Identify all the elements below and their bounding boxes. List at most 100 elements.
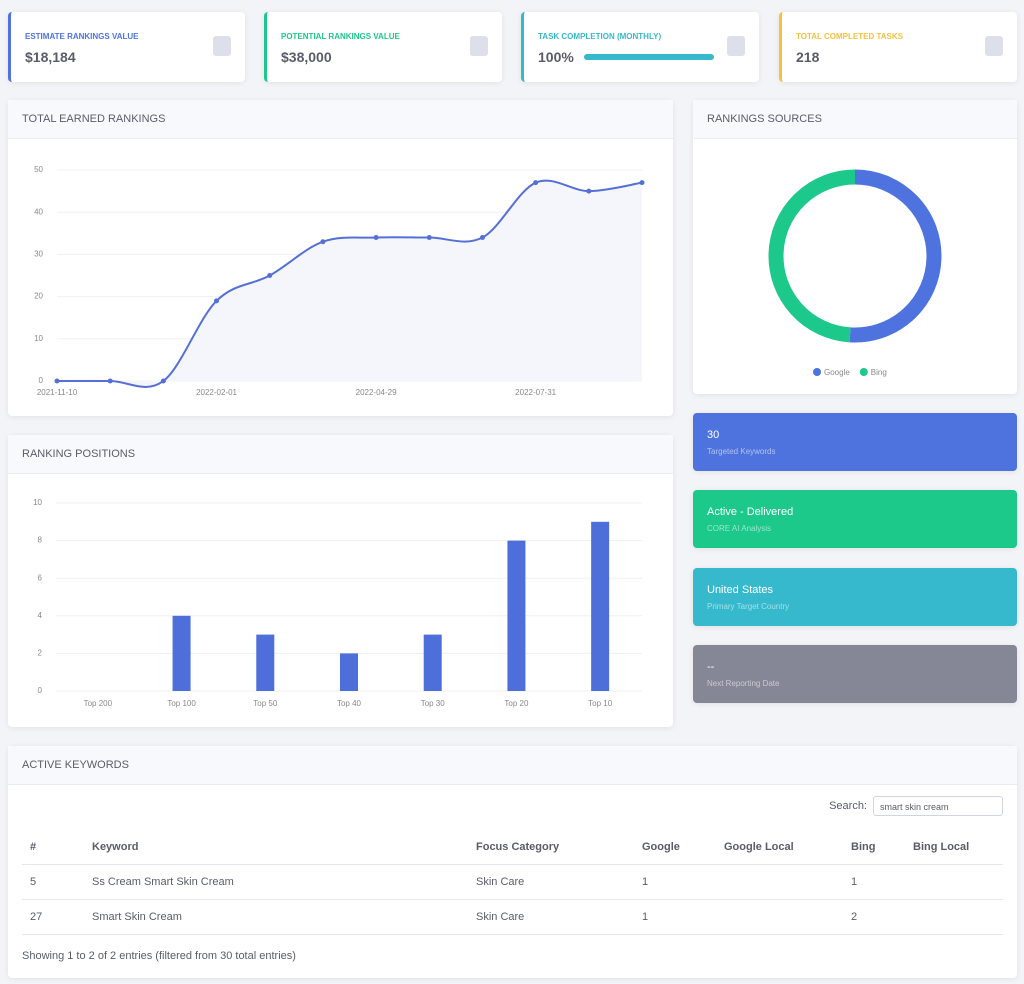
- info-card: Active - Delivered CORE AI Analysis: [693, 490, 1017, 548]
- bar-chart: 0 2 4 6 8 10 Top 200 Top 100 Top 50 Top 40 Top 30 T…: [33, 498, 642, 708]
- x-tick-label: Top 200: [84, 699, 113, 708]
- line-point: [639, 180, 645, 186]
- stat-icon: [985, 36, 1003, 56]
- search: Search: smart skin cream: [829, 796, 1003, 816]
- bar: [256, 634, 275, 691]
- table-cell: [716, 864, 843, 900]
- stat-value: $38,000: [281, 49, 332, 65]
- line-point: [320, 239, 326, 245]
- table-cell: [716, 899, 843, 935]
- bar: [507, 540, 526, 691]
- legend-label: Bing: [871, 368, 887, 377]
- legend-label: Google: [824, 368, 850, 377]
- panel-title: TOTAL EARNED RANKINGS: [8, 100, 673, 139]
- header-row: # Keyword Focus Category Google Google Local…: [22, 830, 1003, 865]
- y-tick-label: 4: [38, 611, 43, 620]
- stat-row: 218: [796, 49, 1003, 65]
- y-tick-label: 20: [34, 292, 43, 301]
- line-chart: 0 10 20 30 40 50 2021-11-10 2022-02-01 2022-04-2…: [34, 165, 645, 397]
- table-row: 27 Smart Skin Cream Skin Care 1 2: [22, 899, 1003, 935]
- table-row: 5 Ss Cream Smart Skin Cream Skin Care 1 1: [22, 864, 1003, 900]
- table-panel: ACTIVE KEYWORDS Search: smart skin cream…: [8, 746, 1017, 978]
- y-tick-label: 50: [34, 165, 43, 174]
- x-tick-label: Top 30: [421, 699, 446, 708]
- column-header: Google Local: [716, 830, 843, 865]
- table-cell: 1: [843, 864, 905, 900]
- line-point: [107, 378, 113, 384]
- stat-row: 100%: [538, 49, 745, 65]
- stat-value: $18,184: [25, 49, 76, 65]
- info-label: CORE AI Analysis: [707, 524, 772, 533]
- column-header: Focus Category: [468, 830, 634, 865]
- bar: [172, 615, 191, 691]
- info-label: Targeted Keywords: [707, 447, 776, 456]
- column-header: Bing Local: [905, 830, 1003, 865]
- donut-segment: [768, 169, 856, 343]
- y-tick-label: 2: [38, 649, 43, 658]
- table-cell: 2: [843, 899, 905, 935]
- table-cell: 5: [22, 864, 84, 900]
- pie-panel: RANKINGS SOURCES: [693, 100, 1017, 394]
- line-area: [57, 180, 642, 387]
- legend-swatch: [813, 368, 821, 376]
- table-cell: [905, 899, 1003, 935]
- y-tick-label: 6: [38, 573, 43, 582]
- y-tick-label: 40: [34, 207, 43, 216]
- bar: [423, 634, 442, 691]
- progress-track: [583, 54, 714, 60]
- table-cell: 1: [634, 864, 716, 900]
- column-header: Keyword: [84, 830, 468, 865]
- legend-swatch: [859, 368, 868, 376]
- stat-label: POTENTIAL RANKINGS VALUE: [281, 32, 400, 41]
- x-tick-label: Top 50: [253, 699, 278, 708]
- line-point: [533, 180, 539, 186]
- line-point: [586, 188, 592, 194]
- x-tick-label: 2021-11-10: [37, 388, 78, 397]
- stat-row: $38,000: [281, 49, 488, 65]
- stat-card: POTENTIAL RANKINGS VALUE $38,000: [264, 12, 502, 82]
- table-cell: Smart Skin Cream: [84, 899, 468, 935]
- y-tick-label: 30: [34, 250, 43, 259]
- y-tick-label: 10: [34, 334, 43, 343]
- stat-label: TASK COMPLETION (MONTHLY): [538, 32, 662, 41]
- x-tick-label: Top 20: [504, 699, 529, 708]
- stat-icon: [470, 36, 488, 56]
- donut-chart: Google Bing: [768, 169, 942, 377]
- line-point: [160, 378, 166, 384]
- x-tick-label: Top 100: [167, 699, 196, 708]
- stat-value: 218: [796, 49, 820, 65]
- y-tick-label: 0: [38, 686, 43, 695]
- search-input[interactable]: smart skin cream: [873, 796, 1003, 816]
- table-cell: Skin Care: [468, 864, 634, 900]
- line-point: [426, 235, 432, 241]
- line-point: [214, 298, 220, 304]
- table-cell: [905, 864, 1003, 900]
- info-card: -- Next Reporting Date: [693, 645, 1017, 703]
- bar: [340, 653, 358, 691]
- stat-icon: [213, 36, 231, 56]
- bar: [591, 521, 610, 691]
- panel-title: RANKINGS SOURCES: [693, 100, 1017, 139]
- y-tick-label: 0: [39, 376, 44, 385]
- info-value: Active - Delivered: [707, 506, 794, 518]
- info-label: Primary Target Country: [707, 602, 790, 611]
- y-tick-label: 8: [38, 536, 43, 545]
- info-value: --: [707, 661, 715, 673]
- x-tick-label: Top 40: [337, 699, 362, 708]
- info-label: Next Reporting Date: [707, 679, 780, 688]
- info-value: United States: [707, 584, 774, 596]
- donut-segment: [849, 169, 942, 343]
- table-cell: 27: [22, 899, 84, 935]
- info-value: 30: [707, 429, 720, 441]
- table-cell: Skin Care: [468, 899, 634, 935]
- stat-card: TOTAL COMPLETED TASKS 218: [779, 12, 1017, 82]
- table-footer: Showing 1 to 2 of 2 entries (filtered fr…: [22, 950, 296, 962]
- stat-card: ESTIMATE RANKINGS VALUE $18,184: [8, 12, 245, 82]
- x-tick-label: Top 10: [588, 699, 613, 708]
- y-tick-label: 10: [33, 498, 42, 507]
- panel-title: RANKING POSITIONS: [8, 435, 673, 474]
- info-card: 30 Targeted Keywords: [693, 413, 1017, 471]
- column-header: Google: [634, 830, 716, 865]
- stat-icon: [727, 36, 745, 56]
